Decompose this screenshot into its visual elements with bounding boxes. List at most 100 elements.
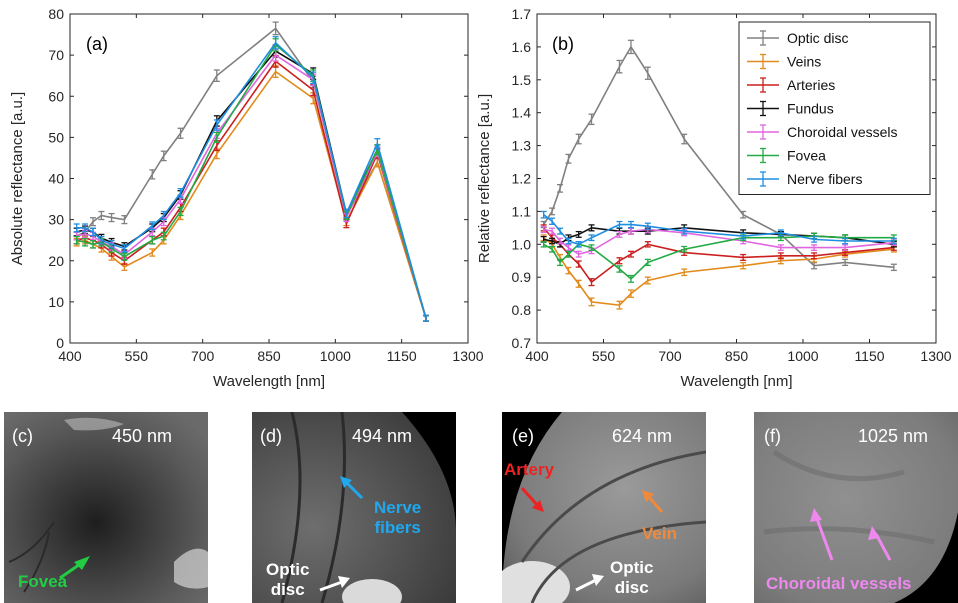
x-axis-label: Wavelength [nm] bbox=[681, 373, 793, 390]
series-veins bbox=[540, 234, 897, 310]
series-optic-disc bbox=[73, 21, 429, 322]
error-bar bbox=[343, 208, 350, 219]
error-bar bbox=[740, 261, 747, 270]
error-bar bbox=[575, 250, 582, 258]
optic-disc-label-e: Optic disc bbox=[610, 558, 654, 597]
image-panel-e: (e) 624 nm Artery Vein Optic disc bbox=[502, 412, 706, 603]
error-bar bbox=[549, 245, 556, 253]
error-bar bbox=[811, 252, 818, 260]
error-bar bbox=[627, 227, 634, 235]
y-tick-label: 0.7 bbox=[512, 335, 532, 351]
optic-disc-label-d: Optic disc bbox=[266, 560, 310, 599]
legend-item: Veins bbox=[747, 54, 821, 70]
error-bar bbox=[149, 221, 156, 231]
error-bar bbox=[557, 258, 564, 267]
charts-area: 400 550 700 850 1000 1150 1300 0 10 20 30 40 50 60 70 8… bbox=[9, 6, 952, 390]
error-bar bbox=[540, 210, 547, 219]
panel-e-label: (e) bbox=[512, 426, 534, 446]
error-bar bbox=[842, 237, 849, 245]
error-bar bbox=[842, 258, 849, 267]
fovea-label: Fovea bbox=[18, 572, 68, 591]
legend-label: Arteries bbox=[787, 77, 835, 93]
error-bar bbox=[557, 183, 564, 193]
error-bar bbox=[616, 230, 623, 238]
fundus-image-c bbox=[4, 412, 208, 603]
error-bar bbox=[272, 36, 279, 50]
legend: Optic disc Veins Arteries Fundus Choroidal v… bbox=[738, 21, 931, 195]
x-tick-label: 550 bbox=[592, 348, 616, 364]
error-bar bbox=[73, 223, 80, 233]
panel-d-wavelength: 494 nm bbox=[352, 426, 413, 446]
error-bar bbox=[777, 229, 784, 237]
error-bar bbox=[575, 230, 582, 238]
y-tick-label: 0.8 bbox=[512, 302, 532, 318]
error-bar bbox=[740, 253, 747, 262]
x-tick-label: 400 bbox=[58, 348, 82, 364]
error-bar bbox=[89, 217, 96, 227]
error-bar bbox=[98, 210, 105, 221]
error-bar bbox=[121, 252, 128, 261]
x-tick-label: 400 bbox=[525, 348, 549, 364]
panel-label: (a) bbox=[86, 34, 108, 54]
choroidal-arrow-1 bbox=[814, 515, 834, 561]
panel-f-wavelength: 1025 nm bbox=[858, 426, 929, 446]
error-bar bbox=[272, 21, 279, 36]
panel-c-label: (c) bbox=[12, 426, 33, 446]
error-bar bbox=[575, 241, 582, 248]
series-line bbox=[543, 214, 894, 246]
y-tick-label: 1.2 bbox=[512, 171, 532, 187]
error-bar bbox=[740, 232, 747, 240]
y-axis-label: Absolute reflectance [a.u.] bbox=[9, 92, 26, 265]
error-bar bbox=[616, 265, 623, 273]
series-choroidal-vessels bbox=[73, 48, 429, 322]
vein-label: Vein bbox=[642, 524, 677, 543]
artery-label: Artery bbox=[504, 460, 555, 479]
error-bar bbox=[213, 69, 220, 83]
legend-item: Nerve fibers bbox=[747, 171, 862, 187]
error-bar bbox=[310, 71, 317, 85]
series-line bbox=[76, 49, 427, 319]
error-bar bbox=[149, 235, 156, 245]
y-tick-label: 80 bbox=[48, 6, 64, 22]
y-tick-label: 1.5 bbox=[512, 72, 532, 88]
y-tick-label: 60 bbox=[48, 88, 64, 104]
error-bar bbox=[588, 278, 595, 287]
x-tick-label: 1150 bbox=[387, 348, 417, 364]
series-line bbox=[76, 54, 427, 319]
error-bar bbox=[588, 244, 595, 251]
fundus-image-f bbox=[754, 412, 958, 603]
error-bar bbox=[160, 150, 167, 162]
error-bar bbox=[644, 276, 651, 285]
series-nerve-fibers bbox=[540, 210, 897, 248]
legend-label: Fovea bbox=[787, 148, 826, 164]
x-tick-label: 1000 bbox=[320, 348, 351, 364]
nerve-fibers-label: Nerve fibers bbox=[374, 498, 422, 537]
y-tick-label: 1.4 bbox=[512, 105, 532, 121]
error-bar bbox=[565, 250, 572, 258]
error-bar bbox=[540, 241, 547, 248]
legend-label: Optic disc bbox=[787, 30, 848, 46]
x-tick-label: 1300 bbox=[920, 348, 951, 364]
legend-item: Choroidal vessels bbox=[747, 124, 898, 140]
error-bar bbox=[160, 210, 167, 221]
nerve-fibers-arrow bbox=[344, 480, 364, 500]
legend-item: Fovea bbox=[747, 148, 826, 164]
legend-label: Fundus bbox=[787, 101, 834, 117]
error-bar bbox=[557, 227, 564, 235]
error-bar bbox=[149, 248, 156, 257]
error-bar bbox=[549, 227, 556, 235]
legend-label: Veins bbox=[787, 54, 821, 70]
y-tick-label: 50 bbox=[48, 129, 64, 145]
error-bar bbox=[549, 207, 556, 216]
error-bar bbox=[549, 237, 556, 245]
error-bar bbox=[565, 153, 572, 164]
error-bar bbox=[177, 187, 184, 198]
error-bar bbox=[644, 241, 651, 248]
error-bar bbox=[627, 39, 634, 55]
choroidal-arrow-2 bbox=[874, 533, 892, 561]
error-bar bbox=[177, 127, 184, 139]
error-bar bbox=[777, 252, 784, 260]
series-line bbox=[76, 43, 427, 319]
error-bar bbox=[588, 297, 595, 307]
error-bar bbox=[644, 222, 651, 230]
